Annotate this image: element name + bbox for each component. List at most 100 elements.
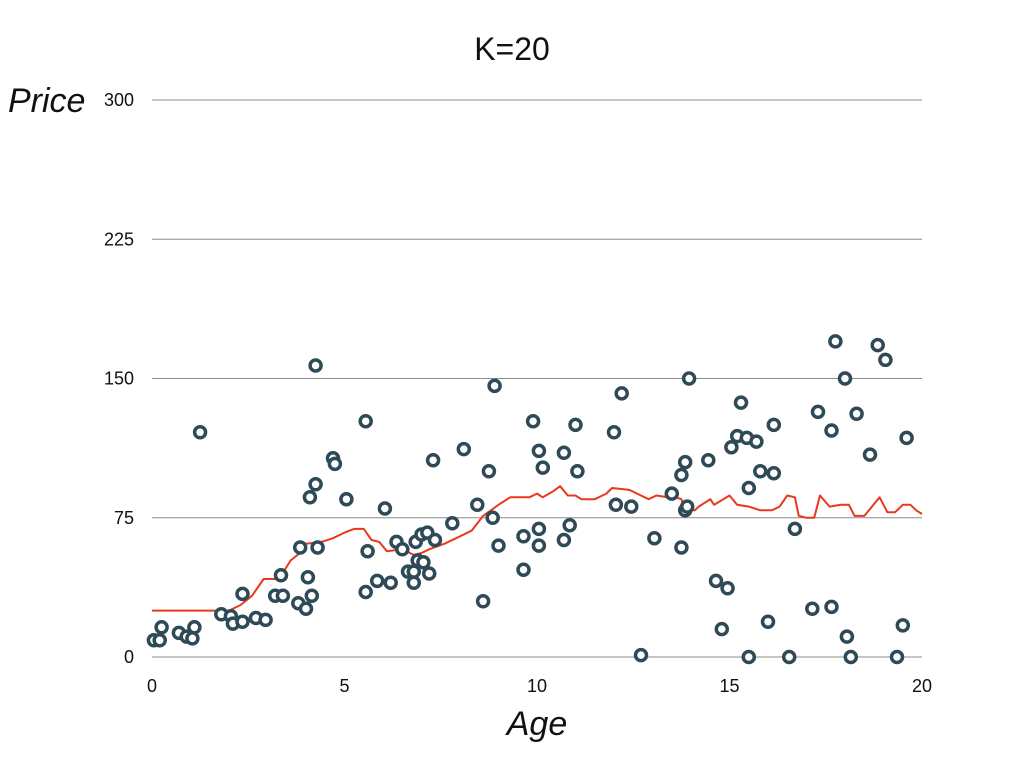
- data-point-2: [154, 620, 169, 635]
- data-point-47: [425, 452, 441, 468]
- data-point-60: [531, 443, 547, 459]
- data-point-79: [677, 454, 693, 470]
- data-point-17: [275, 588, 291, 603]
- data-point-81: [681, 371, 697, 386]
- data-point-31: [358, 584, 373, 600]
- y-axis-label: Price: [8, 82, 85, 120]
- data-point-30: [358, 413, 373, 429]
- data-point-83: [708, 573, 724, 589]
- data-point-23: [304, 588, 320, 603]
- knn-fit-line-layer: [152, 485, 923, 612]
- data-point-85: [720, 581, 735, 596]
- data-point-52: [475, 594, 491, 609]
- data-point-80: [679, 499, 695, 514]
- data-point-98: [787, 521, 803, 537]
- data-point-66: [562, 517, 577, 533]
- data-point-29: [339, 491, 354, 507]
- data-points: [146, 334, 914, 665]
- data-point-32: [360, 543, 375, 559]
- data-point-108: [862, 447, 878, 462]
- data-point-62: [531, 538, 547, 553]
- x-axis-label: Age: [505, 705, 568, 743]
- data-point-111: [889, 649, 905, 665]
- data-point-105: [839, 629, 855, 644]
- data-point-53: [481, 464, 497, 479]
- data-point-11: [235, 614, 250, 629]
- data-point-63: [535, 460, 551, 475]
- data-point-73: [633, 647, 649, 663]
- data-point-76: [674, 467, 689, 483]
- data-point-46: [421, 566, 437, 581]
- data-point-97: [781, 649, 797, 665]
- data-point-94: [760, 614, 776, 629]
- data-point-74: [647, 530, 662, 546]
- chart-title: K=20: [474, 31, 550, 67]
- knn-fit-line: [152, 485, 923, 612]
- data-point-72: [624, 499, 639, 514]
- x-tick-label-5: 5: [339, 676, 349, 696]
- data-point-104: [837, 371, 853, 386]
- y-tick-label-0: 0: [124, 647, 134, 667]
- data-point-69: [606, 425, 622, 440]
- data-point-110: [878, 352, 893, 368]
- data-point-65: [556, 532, 572, 548]
- data-point-67: [568, 417, 583, 433]
- x-tick-label-10: 10: [527, 676, 547, 696]
- data-point-59: [525, 413, 541, 429]
- data-point-55: [487, 378, 502, 394]
- data-point-14: [258, 612, 273, 628]
- data-point-90: [741, 649, 757, 665]
- data-point-113: [899, 430, 914, 446]
- x-tick-label-20: 20: [912, 676, 932, 696]
- data-point-99: [805, 601, 820, 616]
- data-point-50: [456, 441, 472, 457]
- data-point-91: [741, 480, 757, 496]
- data-point-6: [187, 620, 202, 635]
- data-point-93: [753, 464, 768, 479]
- x-tick-label-15: 15: [719, 676, 739, 696]
- data-point-22: [302, 490, 318, 505]
- data-point-107: [849, 406, 864, 422]
- y-tick-label-75: 75: [114, 508, 134, 528]
- x-tick-label-0: 0: [147, 676, 157, 696]
- data-point-48: [427, 532, 443, 548]
- data-point-49: [445, 516, 460, 531]
- data-point-56: [491, 538, 506, 553]
- data-point-21: [300, 569, 316, 585]
- data-point-106: [843, 649, 859, 665]
- data-point-37: [395, 542, 410, 557]
- data-point-39: [406, 564, 422, 579]
- y-tick-label-300: 300: [104, 90, 134, 110]
- data-point-58: [516, 562, 531, 577]
- data-point-88: [733, 395, 749, 410]
- data-point-77: [674, 540, 689, 555]
- data-point-96: [766, 417, 782, 433]
- data-point-68: [570, 464, 585, 479]
- data-point-34: [377, 501, 393, 516]
- data-point-54: [485, 510, 500, 526]
- data-point-44: [416, 555, 431, 570]
- data-point-101: [824, 423, 839, 438]
- data-point-26: [310, 540, 325, 555]
- data-point-103: [828, 334, 843, 349]
- data-point-70: [608, 497, 624, 513]
- data-point-25: [308, 477, 323, 492]
- data-point-86: [724, 439, 739, 455]
- data-point-102: [824, 599, 839, 615]
- data-point-64: [556, 445, 572, 461]
- data-point-112: [895, 618, 911, 633]
- data-point-1: [152, 633, 167, 648]
- data-point-20: [298, 601, 314, 616]
- data-point-40: [406, 575, 422, 590]
- gridlines: [152, 99, 922, 658]
- data-point-95: [766, 465, 782, 481]
- data-point-57: [516, 529, 531, 544]
- data-point-5: [185, 631, 200, 646]
- data-point-92: [749, 434, 764, 449]
- tick-labels: 0 75 150 225 300 0 5 10 15 20: [104, 90, 932, 696]
- data-point-19: [292, 540, 308, 555]
- data-point-109: [870, 337, 885, 353]
- data-point-51: [470, 497, 485, 513]
- data-point-75: [664, 486, 680, 501]
